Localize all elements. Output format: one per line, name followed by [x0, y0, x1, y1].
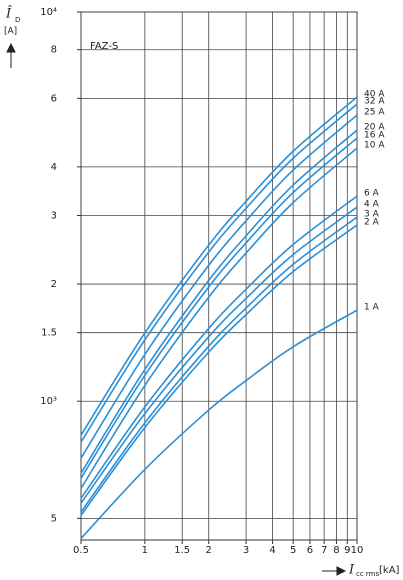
curve — [80, 96, 358, 436]
y-tick-label: 4 — [51, 162, 57, 173]
legend-label: 3 A — [364, 210, 380, 220]
y-arrow — [6, 42, 16, 68]
curve — [80, 206, 358, 504]
curve — [80, 216, 358, 513]
y-tick-label: 10⁴ — [40, 7, 57, 18]
legend-label: 20 A — [364, 123, 385, 133]
curve — [80, 224, 358, 516]
legend-label: 1 A — [364, 303, 380, 313]
x-label-symbol: I — [348, 563, 355, 578]
x-tick-label: 7 — [321, 545, 327, 556]
legend-label: 25 A — [364, 108, 385, 118]
plot-frame — [80, 11, 358, 541]
x-tick-label: 6 — [307, 545, 313, 556]
x-label-subscript: cc rms — [356, 570, 379, 578]
x-tick-label: 4 — [269, 545, 275, 556]
x-label-unit: [kA] — [379, 565, 400, 576]
curve — [80, 137, 358, 479]
x-tick-label: 1.5 — [174, 545, 190, 556]
annotation: FAZ-S — [90, 41, 118, 52]
y-tick-label: 3 — [51, 211, 57, 222]
y-tick-label: 10³ — [40, 396, 57, 407]
curve — [80, 103, 358, 443]
x-tick-label: 10 — [351, 545, 364, 556]
legend-label: 10 A — [364, 141, 385, 151]
legend-label: 6 A — [364, 189, 380, 199]
curve — [80, 129, 358, 474]
curve — [80, 309, 358, 540]
curve — [80, 147, 358, 489]
y-tick-label: 1.5 — [41, 328, 57, 339]
y-tick-label: 6 — [51, 93, 57, 104]
legend-label: 40 A — [364, 90, 385, 100]
curve — [80, 195, 358, 499]
y-label-symbol: Î — [5, 6, 12, 22]
x-tick-label: 9 — [344, 545, 350, 556]
x-tick-label: 2 — [206, 545, 212, 556]
y-label-subscript: D — [15, 16, 20, 24]
y-tick-label: 2 — [51, 279, 57, 290]
y-tick-label: 8 — [51, 45, 57, 56]
legend-label: 16 A — [364, 131, 385, 141]
x-tick-label: 8 — [333, 545, 339, 556]
x-arrow — [322, 566, 347, 576]
y-label-unit: [A] — [4, 27, 17, 37]
legend-label: 2 A — [364, 218, 380, 228]
x-tick-label: 0.5 — [73, 545, 89, 556]
legend-label: 4 A — [364, 200, 380, 210]
curve — [80, 114, 358, 459]
y-tick-label: 5 — [51, 513, 57, 524]
legend-label: 32 A — [364, 97, 385, 107]
x-tick-label: 5 — [290, 545, 296, 556]
x-tick-label: 1 — [142, 545, 148, 556]
x-tick-label: 3 — [243, 545, 249, 556]
